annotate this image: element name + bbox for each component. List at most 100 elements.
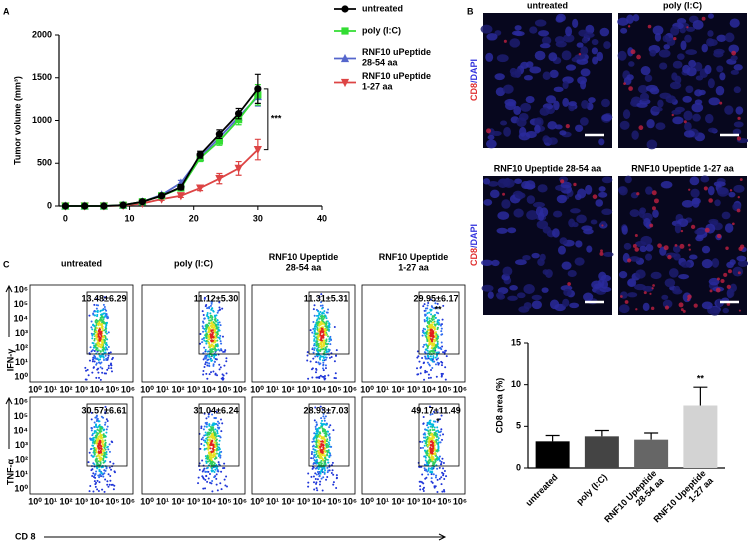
event-dot (440, 476, 442, 478)
event-dot (220, 348, 222, 350)
nucleus (575, 194, 582, 200)
significance-bracket (264, 89, 268, 150)
x-tick-label: 10¹ (156, 384, 169, 394)
event-dot (104, 424, 106, 426)
event-dot (311, 453, 313, 455)
event-dot (100, 324, 102, 326)
cd8-signal (486, 128, 491, 133)
event-dot (97, 368, 99, 370)
event-dot (440, 330, 442, 332)
event-dot (430, 459, 432, 461)
event-dot (210, 371, 212, 373)
event-dot (220, 419, 222, 421)
nucleus (623, 109, 630, 119)
cd8-signal (665, 306, 669, 310)
cd8-signal (638, 125, 643, 130)
nucleus (692, 114, 701, 122)
nucleus (603, 41, 610, 49)
event-dot (431, 367, 433, 369)
event-dot (210, 430, 212, 432)
event-dot (218, 443, 220, 445)
nucleus (535, 19, 547, 26)
nucleus (651, 107, 662, 112)
event-dot (205, 330, 207, 332)
event-dot (204, 317, 206, 319)
x-tick-label: 10⁵ (327, 384, 341, 394)
nucleus (708, 13, 714, 18)
cd8-signal (704, 186, 708, 190)
gate-annotation: * (436, 416, 440, 426)
event-dot (431, 471, 433, 473)
event-dot (84, 367, 86, 369)
nucleus (598, 192, 607, 198)
event-dot (441, 341, 443, 343)
nucleus (481, 25, 493, 34)
event-dot (317, 478, 319, 480)
event-dot (323, 351, 325, 353)
nucleus (570, 208, 581, 213)
nucleus (569, 303, 579, 309)
nucleus (599, 287, 611, 293)
cd8-signal (716, 288, 721, 293)
event-dot (322, 489, 324, 491)
nucleus (690, 189, 699, 198)
event-dot (202, 322, 204, 324)
event-dot (311, 376, 313, 378)
marker (120, 202, 127, 209)
event-dot (325, 367, 327, 369)
event-dot (86, 379, 88, 381)
event-dot (205, 373, 207, 375)
event-dot (211, 450, 213, 452)
event-dot (319, 324, 321, 326)
event-dot (99, 355, 101, 357)
nucleus (514, 178, 522, 183)
event-dot (424, 434, 426, 436)
event-dot (211, 424, 213, 426)
x-tick-label: 10⁴ (90, 384, 104, 394)
event-dot (416, 374, 418, 376)
event-dot (307, 482, 309, 484)
nucleus (518, 306, 529, 313)
nucleus (708, 128, 717, 133)
event-dot (315, 478, 317, 480)
event-dot (439, 467, 441, 469)
event-dot (432, 319, 434, 321)
marker (216, 131, 223, 138)
event-dot (216, 431, 218, 433)
nucleus (722, 308, 729, 313)
event-dot (111, 440, 113, 442)
nucleus (568, 270, 577, 277)
nucleus (519, 127, 526, 137)
nucleus (578, 30, 587, 37)
nucleus (646, 119, 654, 128)
event-dot (211, 359, 213, 361)
event-dot (323, 339, 325, 341)
nucleus (675, 107, 685, 112)
flow-plot: 31.04±6.24 (142, 397, 245, 494)
event-dot (209, 348, 211, 350)
nucleus (599, 186, 606, 192)
nucleus (543, 71, 551, 79)
event-dot (207, 354, 209, 356)
x-tick-label: 10⁴ (422, 496, 436, 506)
event-dot (101, 372, 103, 374)
event-dot (431, 306, 433, 308)
event-dot (213, 363, 215, 365)
event-dot (91, 333, 93, 335)
nucleus (527, 195, 535, 204)
nucleus (509, 38, 520, 47)
event-dot (327, 308, 329, 310)
event-dot (316, 432, 318, 434)
event-dot (211, 470, 213, 472)
event-dot (222, 373, 224, 375)
event-dot (319, 314, 321, 316)
nucleus (699, 90, 706, 95)
nucleus (705, 114, 713, 124)
cd8-signal (737, 209, 741, 213)
event-dot (94, 421, 96, 423)
nucleus (673, 61, 683, 69)
event-dot (335, 372, 337, 374)
column-title: poly (I:C) (174, 258, 213, 268)
event-dot (428, 322, 430, 324)
cd8-signal (636, 55, 641, 60)
